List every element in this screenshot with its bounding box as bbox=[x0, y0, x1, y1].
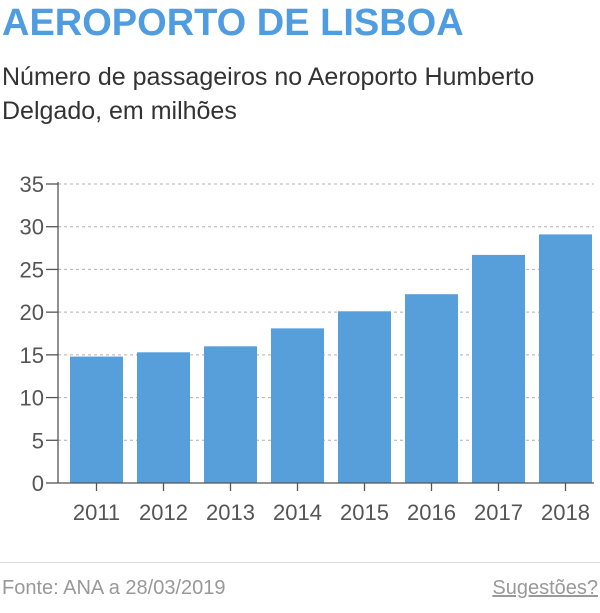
y-tick-label: 20 bbox=[20, 300, 44, 325]
x-tick-label: 2017 bbox=[474, 500, 523, 525]
bar bbox=[472, 254, 525, 483]
y-tick-label: 5 bbox=[32, 428, 44, 453]
bar bbox=[271, 328, 324, 483]
footer: Fonte: ANA a 28/03/2019 Sugestões? bbox=[0, 562, 600, 613]
y-tick-label: 15 bbox=[20, 343, 44, 368]
bar bbox=[539, 234, 592, 483]
bar bbox=[338, 311, 391, 483]
x-tick-label: 2014 bbox=[273, 500, 322, 525]
bar bbox=[204, 346, 257, 483]
x-tick-label: 2011 bbox=[73, 500, 120, 525]
y-tick-label: 10 bbox=[20, 386, 44, 411]
y-tick-label: 0 bbox=[32, 471, 44, 496]
x-tick-label: 2012 bbox=[139, 500, 188, 525]
suggestions-link[interactable]: Sugestões? bbox=[492, 577, 598, 599]
bar bbox=[405, 294, 458, 483]
bar bbox=[70, 356, 123, 483]
x-tick-label: 2015 bbox=[340, 500, 389, 525]
source-note: Fonte: ANA a 28/03/2019 bbox=[2, 577, 226, 599]
x-tick-label: 2013 bbox=[206, 500, 255, 525]
y-tick-label: 25 bbox=[20, 257, 44, 282]
chart-title: AEROPORTO DE LISBOA bbox=[2, 2, 464, 44]
y-tick-label: 35 bbox=[20, 172, 44, 197]
y-tick-label: 30 bbox=[20, 215, 44, 240]
bar-chart: 0 5 10 15 20 25 30 35 2011 2012 2013 2014 2015 2016 20… bbox=[20, 172, 594, 525]
x-tick-label: 2016 bbox=[407, 500, 456, 525]
x-tick-label: 2018 bbox=[541, 500, 590, 525]
chart-subtitle: Número de passageiros no Aeroporto Humbe… bbox=[2, 63, 535, 125]
bar bbox=[137, 352, 190, 483]
